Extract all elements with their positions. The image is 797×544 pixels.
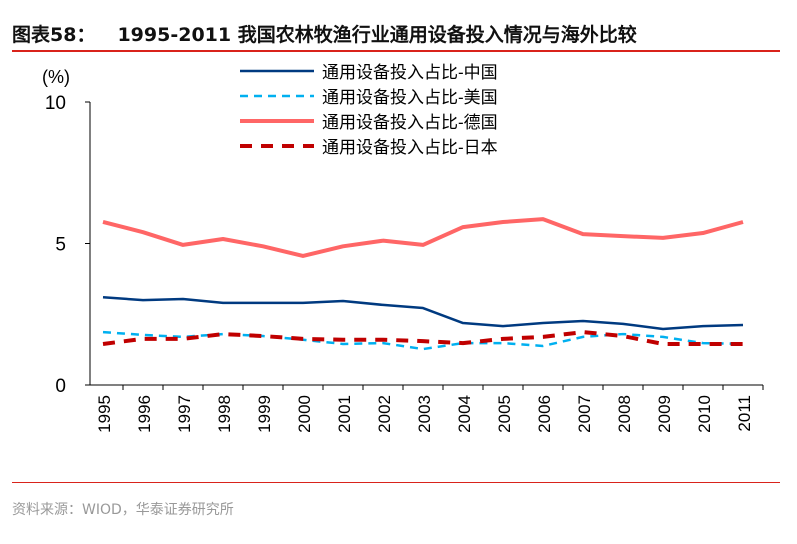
legend-label: 通用设备投入占比-美国 <box>322 88 498 107</box>
x-tick-label: 2007 <box>575 395 594 433</box>
x-tick-label: 1998 <box>215 395 234 433</box>
series-line <box>102 296 744 331</box>
x-tick-label: 2006 <box>535 395 554 433</box>
x-tick-label: 2011 <box>735 395 754 432</box>
source-note: 资料来源：WIOD，华泰证券研究所 <box>12 502 234 518</box>
legend-label: 通用设备投入占比-日本 <box>322 138 498 157</box>
x-tick-label: 2010 <box>695 395 714 433</box>
y-tick-label: 10 <box>45 93 66 114</box>
series-line <box>102 330 743 346</box>
title-text: 1995-2011 我国农林牧渔行业通用设备投入情况与海外比较 <box>117 24 637 46</box>
title-divider <box>12 50 780 52</box>
series-line <box>102 217 744 258</box>
x-tick-label: 2004 <box>455 395 474 433</box>
figure-label: 图表58： <box>12 24 96 46</box>
series-line <box>102 330 744 351</box>
chart-title: 图表58： 1995-2011 我国农林牧渔行业通用设备投入情况与海外比较 <box>12 20 637 47</box>
legend-label: 通用设备投入占比-中国 <box>322 63 498 82</box>
x-tick-label: 1996 <box>135 395 154 433</box>
x-tick-label: 2008 <box>615 395 634 433</box>
y-axis-label: (%) <box>42 67 70 87</box>
x-tick-label: 1997 <box>175 395 194 433</box>
x-tick-label: 1995 <box>95 395 114 433</box>
y-tick-label: 0 <box>55 376 66 397</box>
x-tick-label: 2001 <box>335 395 354 433</box>
x-tick-label: 2003 <box>415 395 434 433</box>
legend-label: 通用设备投入占比-德国 <box>322 113 498 132</box>
x-tick-label: 2002 <box>375 395 394 433</box>
x-tick-label: 2009 <box>655 395 674 433</box>
footer-divider <box>12 482 780 483</box>
x-tick-label: 1999 <box>255 395 274 433</box>
x-tick-label: 2000 <box>295 395 314 433</box>
x-tick-label: 2005 <box>495 395 514 433</box>
y-tick-label: 5 <box>55 235 66 256</box>
